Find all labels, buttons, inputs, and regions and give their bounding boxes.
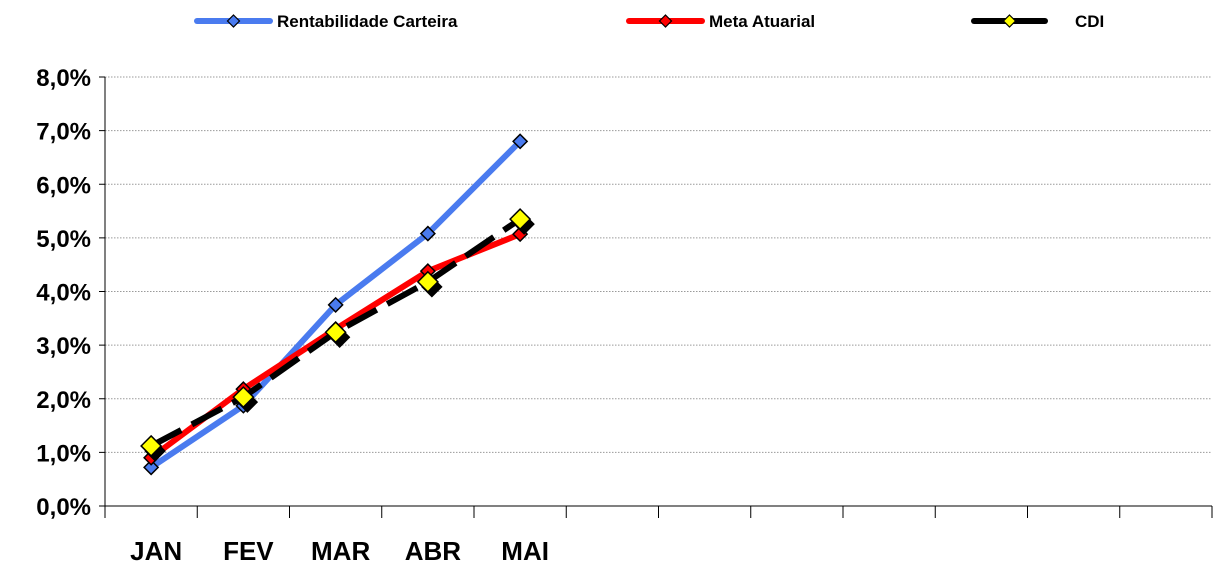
legend-item-rentabilidade-carteira: Rentabilidade Carteira <box>194 12 458 31</box>
y-tick-label: 1,0% <box>36 440 91 467</box>
data-point-rentabilidade-carteira <box>419 225 436 242</box>
x-tick-label: ABR <box>405 536 462 564</box>
legend-swatch-marker <box>658 14 673 28</box>
data-point-cdi <box>324 321 347 344</box>
x-tick-label: MAI <box>501 536 549 564</box>
legend-swatch-marker <box>1002 14 1017 28</box>
y-tick-label: 6,0% <box>36 172 91 199</box>
y-tick-label: 4,0% <box>36 280 91 307</box>
data-point-cdi <box>232 386 255 409</box>
gridlines <box>105 76 1212 453</box>
y-tick-label: 7,0% <box>36 119 91 146</box>
data-point-rentabilidade-carteira <box>143 459 160 476</box>
y-tick-label: 8,0% <box>36 65 91 92</box>
axes: 0,0% 1,0% 2,0% 3,0% 4,0% 5,0% 6,0% 7,0% 8,0% JAN F… <box>36 65 1213 566</box>
series-line-meta-atuarial <box>148 231 524 461</box>
data-point-cdi <box>140 434 163 458</box>
legend-label: CDI <box>1075 12 1104 31</box>
legend-item-cdi: CDI <box>971 12 1104 31</box>
data-point-cdi <box>509 208 532 231</box>
legend-item-meta-atuarial: Meta Atuarial <box>626 12 815 31</box>
legend: Rentabilidade Carteira Meta Atuarial CDI <box>194 12 1104 31</box>
x-tick-label: JAN <box>130 536 182 564</box>
y-tick-label: 5,0% <box>36 226 91 253</box>
data-point-rentabilidade-carteira <box>327 296 344 313</box>
data-point-rentabilidade-carteira <box>512 133 529 150</box>
x-tick-label: FEV <box>223 536 274 564</box>
legend-label: Rentabilidade Carteira <box>277 12 458 31</box>
legend-label: Meta Atuarial <box>709 12 815 31</box>
x-tick-label: MAR <box>311 536 370 564</box>
data-point-cdi <box>416 270 439 293</box>
legend-swatch-marker <box>226 14 241 28</box>
y-tick-label: 3,0% <box>36 333 91 360</box>
y-tick-label: 0,0% <box>36 494 91 521</box>
markers-group <box>140 133 535 476</box>
y-tick-label: 2,0% <box>36 387 91 414</box>
